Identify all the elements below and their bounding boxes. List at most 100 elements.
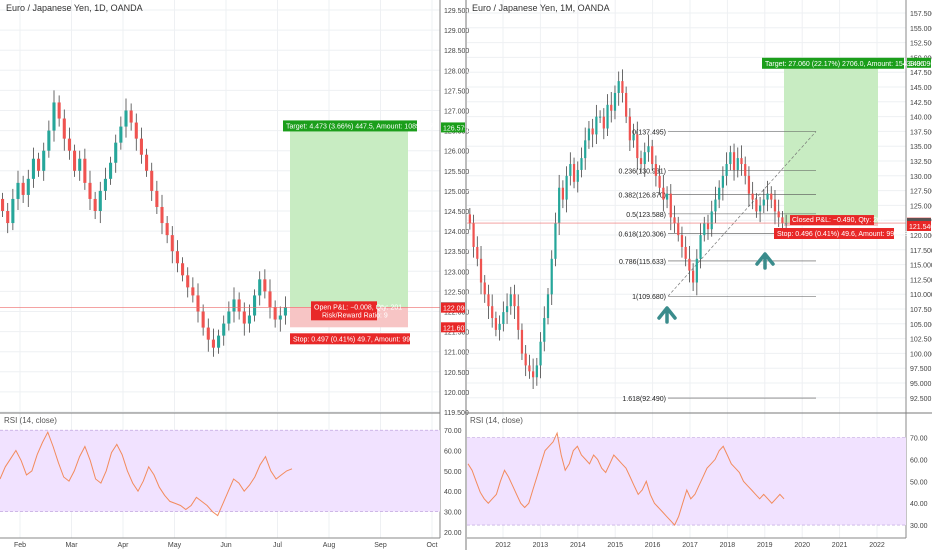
candle-body bbox=[498, 323, 501, 330]
price-badge bbox=[441, 322, 465, 333]
target-label-box[interactable] bbox=[283, 120, 417, 132]
left-rsi-pane[interactable]: 70.00 60.00 50.00 40.00 30.00 20.00 bbox=[0, 428, 462, 537]
candle-body bbox=[610, 104, 613, 111]
y-tick-label: 145.000 bbox=[910, 85, 932, 92]
up-arrow-icon bbox=[657, 306, 677, 324]
target-zone bbox=[290, 127, 408, 308]
y-tick-label: 126.000 bbox=[444, 149, 469, 156]
candle-body bbox=[718, 187, 721, 200]
candle-body bbox=[487, 294, 490, 307]
candle-body bbox=[617, 81, 620, 93]
candle-body bbox=[242, 311, 246, 324]
stop-label-box[interactable] bbox=[290, 333, 410, 345]
right-time-axis[interactable]: 2012 2013 2014 2015 2016 2017 2018 2019 2020 2021… bbox=[467, 537, 906, 549]
y-tick-label: 121.500 bbox=[444, 330, 469, 337]
candle-body bbox=[119, 126, 123, 143]
price-badge-label: 126.579 bbox=[443, 125, 468, 132]
y-tick-label: 97.500 bbox=[910, 366, 932, 373]
candle-body bbox=[93, 198, 97, 211]
right-chart-title: Euro / Japanese Yen, 1M, OANDA bbox=[472, 3, 610, 13]
candle-body bbox=[766, 193, 769, 200]
rsi-tick-label: 70.00 bbox=[910, 436, 928, 443]
open-pnl-box[interactable] bbox=[311, 301, 377, 321]
candle-body bbox=[145, 154, 149, 171]
left-time-axis[interactable]: Feb Mar Apr May Jun Jul Aug Sep Oct bbox=[0, 537, 440, 549]
candle-body bbox=[535, 365, 538, 378]
candle-body bbox=[747, 175, 751, 194]
candle-body bbox=[755, 199, 758, 212]
right-chart-pane[interactable]: 0(137.495) 0.236(130.931) 0.382(126.870) 0.… bbox=[466, 0, 932, 549]
rsi-tick-label: 30.00 bbox=[910, 523, 928, 530]
left-position-labels[interactable]: Target: 4.473 (3.66%) 447.5, Amount: 108… bbox=[283, 120, 434, 345]
candle-body bbox=[103, 178, 107, 191]
fib-level-label: 0(137.495) bbox=[632, 129, 666, 136]
x-tick-label: 2015 bbox=[607, 542, 623, 549]
right-price-axis[interactable]: 157.500155.000152.500150.000147.500145.0… bbox=[905, 0, 932, 538]
y-tick-label: 110.000 bbox=[910, 292, 932, 299]
right-price-badges: 149.096122.096122.036121.540 bbox=[907, 57, 932, 231]
y-tick-label: 129.500 bbox=[444, 8, 469, 15]
candle-body bbox=[124, 110, 128, 127]
x-tick-label: Jun bbox=[220, 542, 231, 549]
candle-body bbox=[714, 199, 717, 212]
left-chart-pane[interactable]: Euro / Japanese Yen, 1D, OANDA 129.500 12… bbox=[0, 0, 469, 549]
rsi-tick-label: 60.00 bbox=[910, 457, 928, 464]
y-tick-label: 117.500 bbox=[910, 248, 932, 255]
candle-body bbox=[283, 307, 287, 316]
candle-body bbox=[73, 150, 77, 171]
price-badge bbox=[907, 220, 931, 231]
candle-body bbox=[175, 251, 179, 264]
stop-label-box[interactable] bbox=[774, 227, 894, 239]
candle-body bbox=[37, 158, 41, 171]
candle-body bbox=[517, 306, 520, 330]
candle-body bbox=[134, 122, 138, 139]
candle-body bbox=[211, 339, 215, 348]
rsi-band bbox=[0, 430, 440, 512]
left-chart-title: Euro / Japanese Yen, 1D, OANDA bbox=[6, 3, 143, 13]
candle-body bbox=[602, 116, 605, 129]
candle-body bbox=[483, 282, 486, 295]
candle-body bbox=[505, 306, 509, 313]
right-rsi-pane[interactable]: 70.00 60.00 50.00 40.00 30.00 bbox=[467, 431, 928, 530]
y-tick-label: 107.500 bbox=[910, 307, 932, 314]
candle-body bbox=[762, 199, 765, 206]
candle-body bbox=[52, 102, 56, 131]
fib-level-label: 0.236(130.931) bbox=[619, 168, 666, 175]
candle-body bbox=[732, 152, 736, 170]
candle-body bbox=[83, 158, 87, 183]
x-tick-label: Feb bbox=[14, 542, 26, 549]
candle-body bbox=[150, 170, 154, 191]
y-tick-label: 137.500 bbox=[910, 129, 932, 136]
candle-body bbox=[26, 178, 30, 195]
target-label-box[interactable] bbox=[762, 57, 904, 69]
candle-body bbox=[170, 235, 174, 252]
y-tick-label: 105.000 bbox=[910, 322, 932, 329]
y-tick-label: 130.000 bbox=[910, 174, 932, 181]
fib-level-label: 0.382(126.870) bbox=[619, 192, 666, 199]
x-tick-label: 2012 bbox=[495, 542, 511, 549]
x-tick-label: Apr bbox=[118, 542, 130, 549]
candle-body bbox=[546, 294, 550, 319]
y-tick-label: 121.000 bbox=[444, 350, 469, 357]
rsi-tick-label: 40.00 bbox=[444, 489, 462, 496]
candle-body bbox=[263, 279, 267, 292]
candle-body bbox=[684, 246, 687, 259]
right-candles bbox=[468, 69, 788, 389]
y-tick-label: 100.000 bbox=[910, 351, 932, 358]
y-tick-label: 127.500 bbox=[910, 189, 932, 196]
right-position-labels[interactable]: Target: 27.060 (22.17%) 2706.0, Amount: … bbox=[762, 57, 924, 239]
closed-pnl-box[interactable] bbox=[790, 215, 874, 226]
y-tick-label: 122.500 bbox=[444, 289, 469, 296]
target-label-text: Target: 27.060 (22.17%) 2706.0, Amount: … bbox=[765, 61, 924, 68]
candle-body bbox=[479, 258, 483, 283]
candle-body bbox=[662, 187, 665, 200]
candle-body bbox=[785, 223, 788, 225]
x-tick-label: Mar bbox=[65, 542, 78, 549]
candle-body bbox=[781, 217, 784, 224]
candle-body bbox=[639, 158, 643, 165]
rsi-tick-label: 50.00 bbox=[444, 469, 462, 476]
candle-body bbox=[509, 294, 512, 307]
open-pnl-text: Open P&L: −0.008, Qty: 201 bbox=[314, 304, 402, 311]
